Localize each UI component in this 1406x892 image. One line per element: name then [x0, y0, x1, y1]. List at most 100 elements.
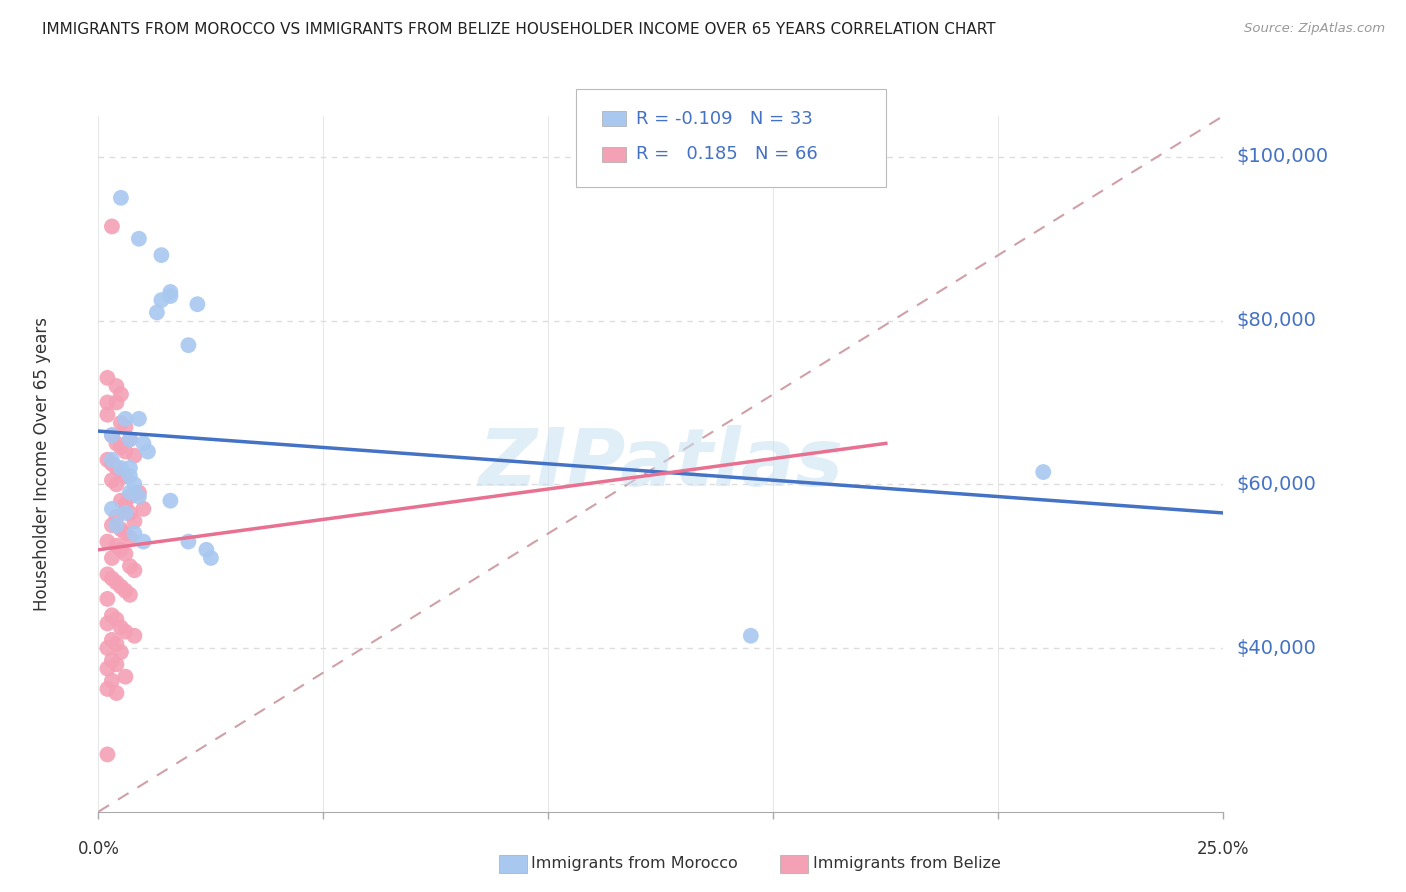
Point: [101, 571, 124, 585]
Text: $60,000: $60,000: [1237, 475, 1316, 494]
Point: [114, 444, 136, 458]
Point: [96, 661, 118, 675]
Point: [105, 575, 128, 590]
Point: [96, 395, 118, 409]
Point: [132, 436, 155, 450]
Point: [118, 559, 141, 574]
Point: [114, 420, 136, 434]
Text: R = -0.109   N = 33: R = -0.109 N = 33: [636, 110, 813, 128]
Point: [159, 289, 181, 303]
Point: [110, 461, 132, 475]
Point: [118, 485, 141, 500]
Point: [124, 526, 146, 541]
Point: [114, 526, 136, 541]
Point: [105, 510, 128, 524]
Point: [124, 514, 146, 528]
Point: [114, 547, 136, 561]
Point: [110, 645, 132, 659]
Point: [105, 686, 128, 700]
Point: [186, 297, 208, 311]
Point: [101, 452, 124, 467]
Point: [132, 501, 155, 516]
Point: [101, 457, 124, 471]
Point: [110, 493, 132, 508]
Point: [118, 531, 141, 545]
Point: [105, 539, 128, 553]
Text: $100,000: $100,000: [1237, 147, 1329, 167]
Point: [159, 285, 181, 299]
Point: [132, 534, 155, 549]
Point: [118, 432, 141, 446]
Point: [110, 441, 132, 455]
Point: [105, 395, 128, 409]
Point: [105, 657, 128, 672]
Point: [118, 506, 141, 520]
Text: 25.0%: 25.0%: [1197, 840, 1250, 858]
Text: R =   0.185   N = 66: R = 0.185 N = 66: [636, 145, 817, 163]
Point: [101, 608, 124, 623]
Point: [105, 518, 128, 533]
Point: [101, 673, 124, 688]
Point: [105, 477, 128, 491]
Point: [124, 563, 146, 577]
Point: [101, 473, 124, 487]
Point: [105, 612, 128, 626]
Point: [150, 293, 173, 307]
Text: Householder Income Over 65 years: Householder Income Over 65 years: [34, 317, 51, 611]
Point: [146, 305, 169, 319]
Point: [101, 428, 124, 442]
Point: [96, 616, 118, 631]
Point: [118, 469, 141, 483]
Point: [101, 501, 124, 516]
Point: [118, 588, 141, 602]
Point: [128, 485, 150, 500]
Point: [124, 449, 146, 463]
Point: [114, 506, 136, 520]
Point: [110, 191, 132, 205]
Point: [110, 542, 132, 557]
Point: [114, 670, 136, 684]
Point: [101, 551, 124, 566]
Point: [96, 371, 118, 385]
Point: [1032, 465, 1054, 479]
Point: [105, 379, 128, 393]
Point: [124, 477, 146, 491]
Point: [105, 637, 128, 651]
Point: [101, 219, 124, 234]
Point: [195, 542, 218, 557]
Point: [128, 412, 150, 426]
Point: [114, 498, 136, 512]
Point: [96, 408, 118, 422]
Point: [110, 465, 132, 479]
Point: [101, 518, 124, 533]
Text: 0.0%: 0.0%: [77, 840, 120, 858]
Point: [118, 432, 141, 446]
Text: $40,000: $40,000: [1237, 639, 1316, 657]
Point: [159, 493, 181, 508]
Point: [96, 567, 118, 582]
Point: [114, 469, 136, 483]
Point: [124, 629, 146, 643]
Point: [101, 653, 124, 667]
Point: [105, 436, 128, 450]
Point: [114, 624, 136, 639]
Point: [136, 444, 159, 458]
Point: [740, 629, 762, 643]
Point: [101, 632, 124, 647]
Text: $80,000: $80,000: [1237, 311, 1316, 330]
Point: [118, 461, 141, 475]
Point: [101, 428, 124, 442]
Point: [110, 387, 132, 401]
Point: [114, 412, 136, 426]
Point: [96, 640, 118, 655]
Point: [150, 248, 173, 262]
Point: [110, 580, 132, 594]
Point: [177, 534, 200, 549]
Point: [105, 461, 128, 475]
Point: [110, 621, 132, 635]
Point: [128, 490, 150, 504]
Text: Immigrants from Morocco: Immigrants from Morocco: [531, 856, 738, 871]
Point: [128, 232, 150, 246]
Point: [96, 681, 118, 696]
Point: [114, 583, 136, 598]
